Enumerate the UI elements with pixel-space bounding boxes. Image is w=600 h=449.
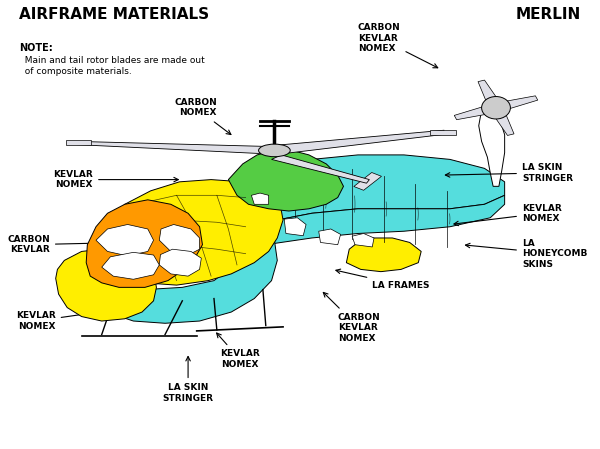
Polygon shape (66, 140, 91, 145)
Polygon shape (272, 155, 370, 183)
Polygon shape (159, 249, 202, 276)
Polygon shape (243, 195, 505, 251)
Polygon shape (479, 108, 505, 186)
Polygon shape (102, 222, 277, 323)
Polygon shape (86, 200, 202, 287)
Polygon shape (159, 224, 200, 255)
Text: KEVLAR
NOMEX: KEVLAR NOMEX (53, 170, 178, 189)
Text: KEVLAR
NOMEX: KEVLAR NOMEX (16, 307, 127, 331)
Polygon shape (354, 172, 382, 190)
Text: NOTE:: NOTE: (19, 43, 53, 53)
Text: KEVLAR
NOMEX: KEVLAR NOMEX (217, 333, 260, 369)
Polygon shape (102, 180, 283, 285)
Text: CARBON
KEVLAR
NOMEX: CARBON KEVLAR NOMEX (323, 292, 380, 343)
Polygon shape (454, 103, 499, 120)
Polygon shape (251, 193, 269, 204)
Polygon shape (76, 141, 281, 154)
Polygon shape (269, 130, 444, 154)
Text: AIRFRAME MATERIALS: AIRFRAME MATERIALS (19, 7, 209, 22)
Polygon shape (319, 229, 341, 245)
Text: KEVLAR
NOMEX: KEVLAR NOMEX (454, 203, 562, 226)
Text: MERLIN: MERLIN (516, 7, 581, 22)
Text: LA SKIN
STRINGER: LA SKIN STRINGER (445, 163, 573, 183)
Text: LA
HONEYCOMB
SKINS: LA HONEYCOMB SKINS (466, 239, 587, 269)
Text: LA FRAMES: LA FRAMES (336, 269, 430, 290)
Text: CARBON
KEVLAR
NOMEX: CARBON KEVLAR NOMEX (358, 23, 438, 68)
Text: Main and tail rotor blades are made out
  of composite materials.: Main and tail rotor blades are made out … (19, 56, 205, 75)
Polygon shape (56, 249, 157, 321)
Polygon shape (478, 80, 502, 109)
Text: CARBON
KEVLAR: CARBON KEVLAR (7, 235, 124, 255)
Text: CARBON
NOMEX: CARBON NOMEX (174, 98, 231, 135)
Polygon shape (231, 155, 505, 231)
Polygon shape (102, 252, 159, 279)
Ellipse shape (259, 144, 290, 157)
Circle shape (482, 97, 511, 119)
Polygon shape (284, 218, 306, 236)
Polygon shape (490, 106, 514, 136)
Polygon shape (229, 150, 343, 211)
Polygon shape (494, 96, 538, 112)
Polygon shape (346, 238, 421, 272)
Polygon shape (352, 233, 374, 247)
Polygon shape (96, 224, 154, 256)
Polygon shape (430, 130, 456, 135)
Text: LA SKIN
STRINGER: LA SKIN STRINGER (163, 357, 214, 403)
